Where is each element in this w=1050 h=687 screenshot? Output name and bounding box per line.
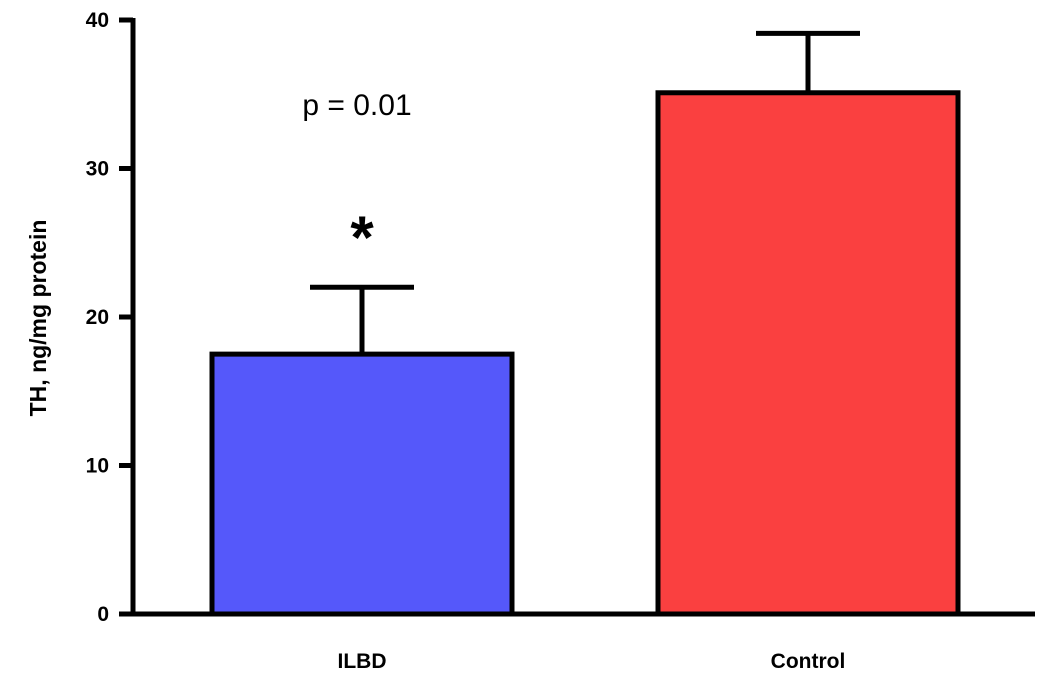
bar-ilbd [209,351,515,617]
labels-layer: ILBD Control 0 10 20 30 40 [86,9,846,673]
x-tick-label-ilbd: ILBD [338,650,387,673]
y-axis-title: TH, ng/mg protein [25,220,51,417]
bar-control [655,90,961,617]
y-tick-label-10: 10 [86,455,109,478]
y-tick-label-0: 0 [97,603,109,626]
y-tick-label-20: 20 [86,306,109,329]
x-tick-label-control: Control [771,650,846,673]
p-value-annotation: p = 0.01 [302,89,411,122]
bars-layer [209,90,961,617]
y-tick-label-40: 40 [86,9,109,32]
axes-layer [119,17,1035,617]
error-bars-layer [310,30,860,355]
y-tick-label-30: 30 [86,158,109,181]
significance-asterisk: * [350,204,374,271]
